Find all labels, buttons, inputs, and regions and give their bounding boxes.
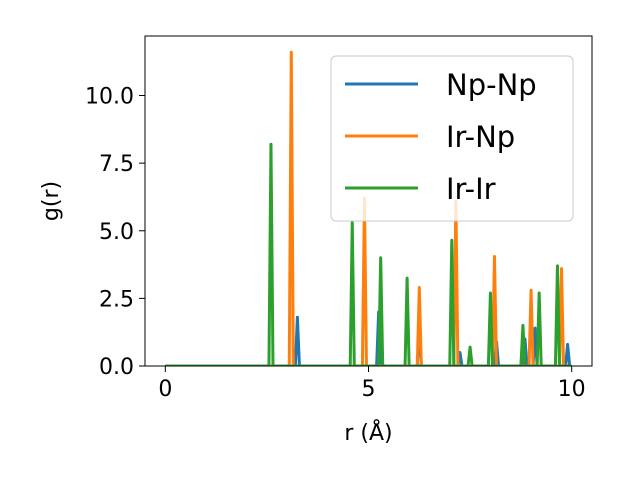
legend-box	[330, 55, 574, 222]
x-axis-label: r (Å)	[344, 419, 392, 446]
y-tick-label: 7.5	[99, 152, 134, 177]
legend-label: Ir-Ir	[446, 172, 496, 206]
y-tick-label: 5.0	[99, 220, 134, 245]
legend-label: Ir-Np	[446, 120, 515, 154]
y-tick-label: 0.0	[99, 355, 134, 380]
y-axis-label: g(r)	[39, 181, 64, 221]
legend: Np-Np Ir-Np Ir-Ir	[330, 55, 574, 222]
x-tick-label: 5	[362, 377, 376, 402]
y-tick-label: 2.5	[99, 287, 134, 312]
x-tick-label: 10	[558, 377, 586, 402]
x-tick-label: 0	[158, 377, 172, 402]
series-line-np-np	[165, 310, 572, 366]
legend-label: Np-Np	[446, 68, 537, 102]
y-tick-label: 10.0	[85, 85, 134, 110]
x-axis: 0 5 10	[158, 366, 586, 402]
y-axis: 0.0 2.5 5.0 7.5 10.0	[85, 85, 145, 380]
